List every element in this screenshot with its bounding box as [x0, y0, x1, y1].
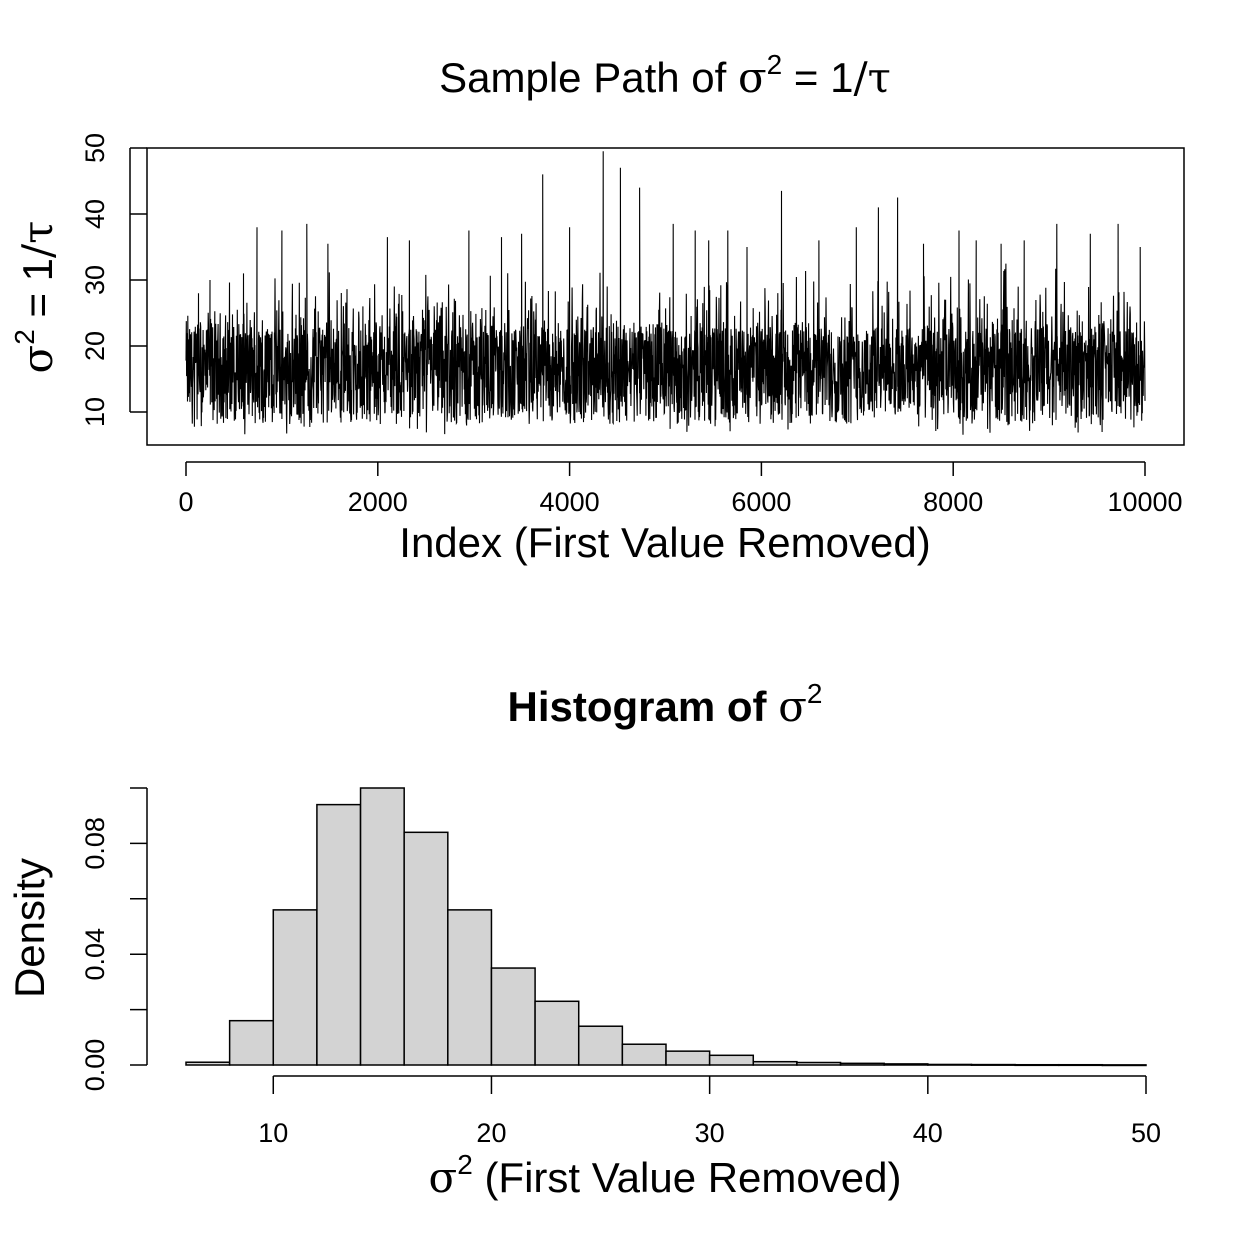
trace-plot-panel: Sample Path of σ2 = 1/τ 0 2000 4000 6000 800…	[9, 49, 1185, 566]
histogram-bar	[1057, 1063, 1104, 1067]
trace-y-tick-label: 20	[80, 331, 110, 361]
histogram-bar	[1101, 1064, 1147, 1067]
trace-y-tick-label: 30	[80, 265, 110, 295]
histogram-bar	[796, 1061, 842, 1066]
trace-series-path	[185, 151, 1146, 435]
histogram-bar	[228, 1019, 275, 1066]
hist-title-sup: 2	[807, 678, 823, 709]
hist-x-tick-label: 10	[258, 1118, 288, 1148]
trace-plot-frame	[146, 147, 1185, 446]
trace-ylabel-slash: /	[13, 243, 62, 258]
histogram-bar	[185, 1061, 231, 1066]
histogram-bar	[883, 1063, 929, 1066]
hist-x-tick-label: 40	[913, 1118, 943, 1148]
trace-x-tick-label: 6000	[731, 487, 791, 517]
hist-y-tick-label: 0.08	[80, 817, 110, 870]
trace-x-tick-label: 2000	[348, 487, 408, 517]
trace-y-tick-label: 50	[80, 133, 110, 163]
histogram-bar	[447, 909, 493, 1066]
histogram-x-axis-label: σ2 (First Value Removed)	[429, 1149, 902, 1202]
trace-x-tick-label: 8000	[923, 487, 983, 517]
trace-y-axis-label: σ2 = 1/τ	[9, 221, 62, 374]
hist-x-tick-label: 20	[476, 1118, 506, 1148]
trace-x-tick-label: 4000	[540, 487, 600, 517]
trace-x-axis: 0 2000 4000 6000 8000 10000	[178, 461, 1183, 517]
histogram-bar	[1014, 1063, 1060, 1067]
histogram-bar	[577, 1025, 624, 1066]
trace-title-tau: τ	[868, 53, 891, 102]
trace-ylabel-sup: 2	[9, 329, 40, 345]
trace-title-slash: /	[853, 53, 868, 102]
trace-x-tick-label: 10000	[1107, 487, 1182, 517]
histogram-bar	[970, 1063, 1016, 1066]
hist-y-tick-label: 0.00	[80, 1039, 110, 1092]
histogram-bar	[403, 831, 449, 1066]
histogram-y-axis-label: Density	[6, 858, 53, 998]
trace-line	[185, 151, 1146, 435]
histogram-bar	[272, 909, 318, 1066]
histogram-bar	[490, 967, 536, 1066]
histogram-x-axis: 10 20 30 40 50	[258, 1075, 1161, 1148]
histogram-bar	[839, 1062, 885, 1066]
trace-ylabel-sigma: σ	[13, 345, 62, 374]
trace-plot-title: Sample Path of σ2 = 1/τ	[439, 49, 891, 102]
histogram-y-axis: 0.00 0.04 0.08	[80, 787, 148, 1092]
trace-title-sup: 2	[767, 49, 783, 80]
histogram-bar	[316, 803, 362, 1066]
histogram-panel: Histogram of σ2 10 20 30 40 50 0.000.040.08 …	[6, 678, 1161, 1202]
trace-x-axis-label: Index (First Value Removed)	[399, 519, 930, 566]
histogram-bar	[752, 1060, 798, 1066]
trace-ylabel-tau: τ	[13, 221, 62, 244]
hist-title-sigma: σ	[778, 682, 807, 731]
histogram-bar	[621, 1043, 667, 1066]
trace-title-prefix: Sample Path of	[439, 54, 738, 101]
hist-x-tick-label: 50	[1131, 1118, 1161, 1148]
trace-ylabel-eq: = 1	[14, 258, 61, 329]
hist-title-text: Histogram of	[508, 683, 779, 730]
hist-xlabel-sigma: σ	[429, 1153, 458, 1202]
histogram-bars	[185, 787, 1147, 1067]
trace-y-tick-label: 10	[80, 397, 110, 427]
histogram-bar	[359, 787, 405, 1066]
hist-y-tick-label: 0.04	[80, 928, 110, 981]
trace-x-tick-label: 0	[178, 487, 193, 517]
hist-xlabel-rest: (First Value Removed)	[473, 1154, 902, 1201]
hist-x-tick-label: 30	[695, 1118, 725, 1148]
histogram-bar	[534, 1000, 580, 1066]
trace-y-axis: 10 20 30 40 50	[80, 133, 147, 427]
histogram-bar	[708, 1054, 755, 1066]
trace-title-sigma: σ	[738, 53, 767, 102]
histogram-title: Histogram of σ2	[508, 678, 823, 731]
hist-xlabel-sup: 2	[457, 1149, 473, 1180]
histogram-bar	[665, 1050, 711, 1066]
trace-title-eq: = 1	[782, 54, 853, 101]
histogram-bar	[927, 1063, 973, 1066]
trace-y-tick-label: 40	[80, 199, 110, 229]
